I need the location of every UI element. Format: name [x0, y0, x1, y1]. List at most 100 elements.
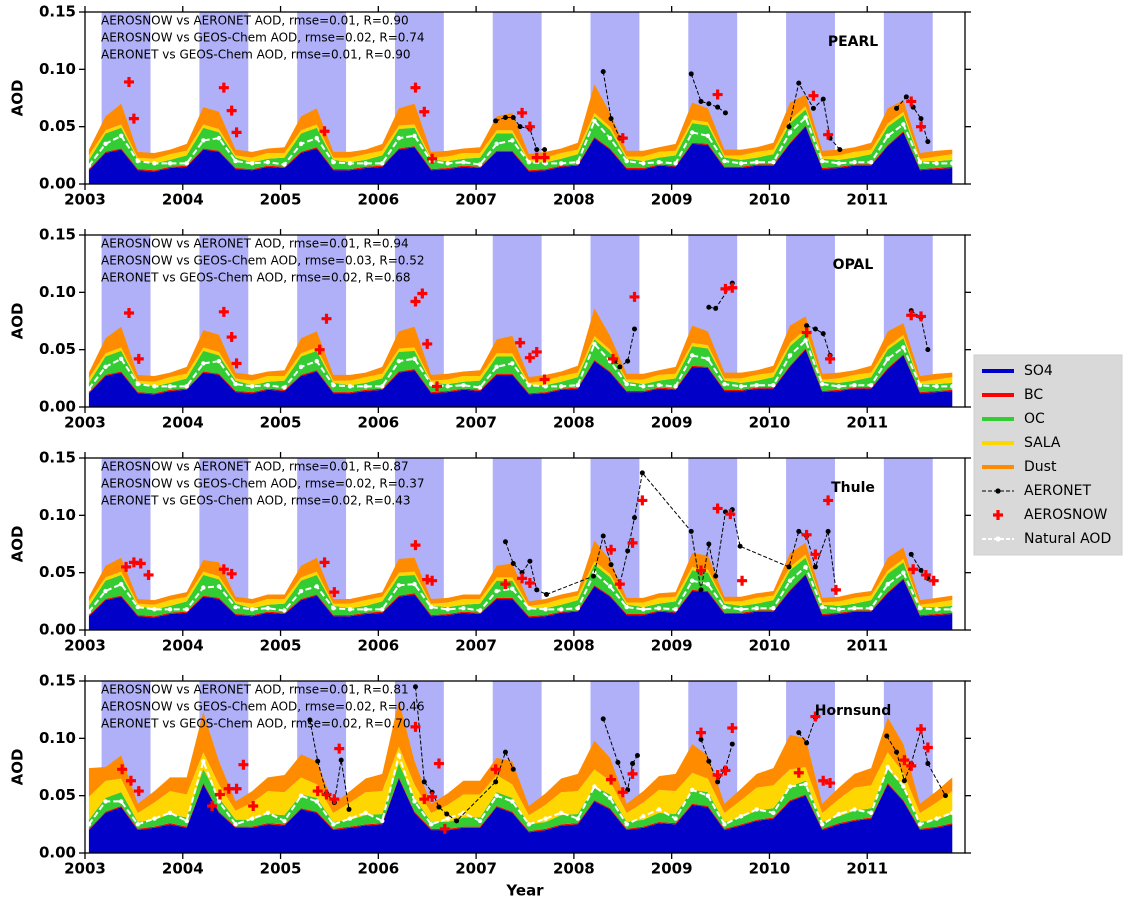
natural-aod-dot	[526, 606, 532, 611]
stats-annotation: AEROSNOW vs AERONET AOD, rmse=0.01, R=0.…	[101, 14, 409, 28]
aerosnow-marker	[207, 800, 218, 811]
aerosnow-marker	[818, 775, 829, 786]
natural-aod-dot	[428, 604, 434, 610]
natural-aod-dot	[934, 161, 939, 166]
natural-aod-dot	[543, 607, 548, 612]
aeronet-dot	[346, 806, 352, 812]
aerosnow-marker	[417, 288, 428, 299]
stats-annotation: AEROSNOW vs AERONET AOD, rmse=0.01, R=0.…	[101, 683, 409, 697]
aeronet-dot	[698, 587, 704, 593]
aerosnow-marker	[117, 764, 128, 775]
aerosnow-marker	[524, 121, 535, 132]
aeronet-dot	[510, 766, 516, 772]
aeronet-dot	[903, 94, 909, 100]
stats-annotation: AEROSNOW vs GEOS-Chem AOD, rmse=0.03, R=…	[101, 254, 424, 268]
aeronet-dot	[884, 733, 890, 739]
natural-aod-dot	[641, 384, 646, 389]
natural-aod-dot	[118, 133, 124, 139]
natural-aod-dot	[836, 384, 842, 389]
x-tick-label: 2004	[162, 414, 204, 432]
natural-aod-dot	[445, 161, 450, 166]
natural-aod-dot	[135, 158, 140, 164]
natural-aod-line	[88, 565, 953, 613]
aeronet-dot	[632, 515, 638, 521]
natural-aod-dot	[265, 606, 271, 611]
y-tick-label: 0.10	[39, 506, 76, 524]
natural-aod-dot	[331, 822, 336, 827]
natural-aod-dot	[86, 386, 92, 391]
natural-aod-dot	[673, 816, 678, 821]
aerosnow-marker	[124, 76, 134, 87]
natural-aod-dot	[526, 383, 532, 388]
natural-aod-dot	[363, 384, 368, 389]
natural-aod-dot	[494, 364, 499, 370]
aerosnow-marker	[808, 90, 819, 101]
legend-swatch-dot	[995, 536, 1001, 542]
natural-aod-dot	[201, 361, 206, 366]
aerosnow-marker	[218, 564, 229, 575]
natural-aod-dot	[885, 133, 890, 139]
natural-aod-dot	[477, 162, 483, 167]
natural-aod-dot	[347, 384, 353, 389]
natural-aod-dot	[314, 584, 319, 589]
natural-aod-dot	[575, 383, 580, 388]
natural-aod-dot	[428, 822, 434, 827]
natural-aod-dot	[901, 570, 906, 575]
aerosnow-marker	[696, 565, 706, 576]
aeronet-dot	[630, 761, 636, 767]
natural-aod-dot	[103, 141, 108, 147]
aeronet-dot	[502, 749, 508, 755]
aeronet-dot	[796, 80, 802, 86]
stack-area	[88, 554, 953, 610]
natural-aod-dot	[477, 385, 483, 390]
stack-area	[88, 349, 953, 407]
natural-aod-dot	[510, 361, 515, 366]
aerosnow-marker	[524, 352, 535, 363]
natural-aod-dot	[250, 161, 255, 166]
aeronet-line	[602, 71, 621, 139]
aerosnow-marker	[218, 82, 229, 93]
aerosnow-marker	[432, 381, 442, 392]
y-tick-label: 0.05	[39, 563, 76, 581]
aerosnow-marker	[329, 794, 340, 805]
aerosnow-marker	[810, 711, 821, 722]
natural-aod-dot	[885, 356, 890, 362]
aerosnow-marker	[226, 332, 237, 343]
x-tick-label: 2010	[749, 637, 791, 655]
natural-aod-dot	[787, 130, 793, 135]
stack-area	[88, 125, 953, 172]
natural-aod-dot	[868, 383, 874, 388]
aeronet-dot	[901, 778, 907, 784]
natural-aod-dot	[885, 764, 890, 770]
y-tick-label: 0.15	[39, 3, 76, 21]
natural-aod-dot	[624, 381, 629, 387]
natural-aod-dot	[852, 807, 857, 812]
y-tick-label: 0.00	[39, 398, 76, 416]
stats-annotation: AERONET vs GEOS-Chem AOD, rmse=0.02, R=0…	[101, 494, 410, 508]
natural-aod-dot	[103, 588, 108, 594]
natural-aod-dot	[445, 607, 450, 612]
natural-aod-dot	[771, 606, 776, 611]
natural-aod-dot	[477, 608, 483, 613]
natural-aod-dot	[543, 384, 548, 389]
natural-aod-dot	[934, 816, 939, 821]
aeronet-line	[614, 328, 636, 368]
axes-frame	[84, 234, 966, 408]
aeronet-dot	[493, 118, 499, 124]
natural-aod-dot	[331, 160, 336, 165]
natural-aod-dot	[314, 135, 319, 141]
stack-area	[88, 126, 953, 184]
x-tick-label: 2008	[553, 414, 595, 432]
natural-aod-dot	[250, 816, 255, 821]
natural-aod-dot	[690, 130, 695, 135]
aeronet-dot	[820, 96, 826, 102]
aeronet-dot	[894, 105, 900, 111]
aerosnow-marker	[725, 509, 736, 520]
aeronet-dot	[786, 564, 792, 570]
aeronet-dot	[706, 101, 712, 107]
natural-aod-dot	[216, 584, 222, 589]
aerosnow-marker	[627, 537, 638, 548]
natural-aod-dot	[445, 816, 450, 821]
aerosnow-marker	[617, 133, 628, 144]
aeronet-dot	[706, 541, 712, 547]
